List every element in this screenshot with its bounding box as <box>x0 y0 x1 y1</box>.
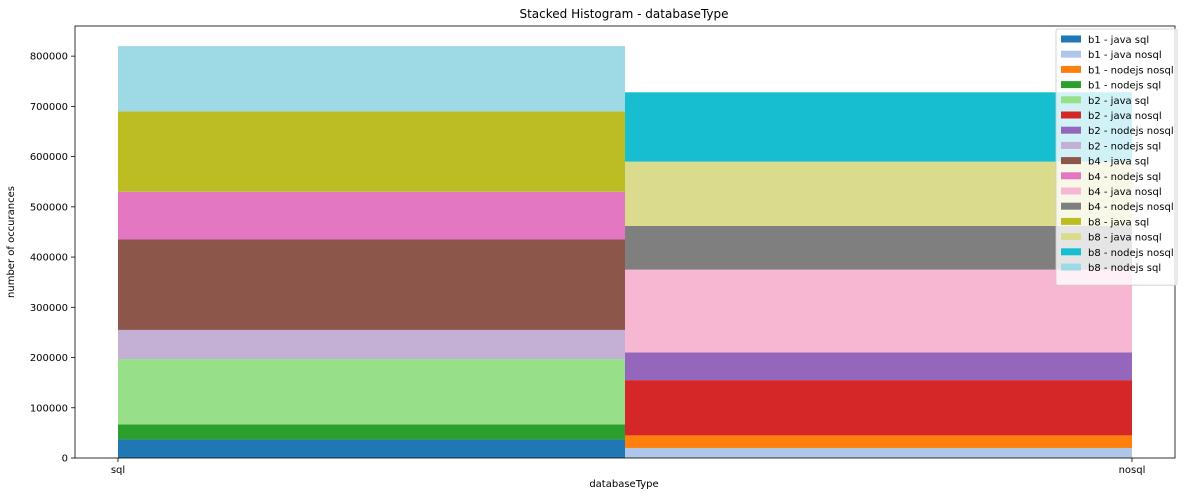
bar-nosql-series-2 <box>625 435 1132 448</box>
bar-sql-series-15 <box>118 46 625 112</box>
bar-nosql-series-5 <box>625 380 1132 436</box>
legend-entry-label: b8 - nodejs sql <box>1088 263 1161 274</box>
y-tick-label: 800000 <box>30 52 68 63</box>
legend-entry-label: b4 - nodejs nosql <box>1088 202 1174 213</box>
legend-swatch <box>1061 81 1081 89</box>
legend-swatch <box>1061 172 1081 180</box>
legend-entry-label: b1 - nodejs sql <box>1088 81 1161 92</box>
legend-entry-label: b8 - java nosql <box>1088 233 1162 244</box>
legend-entry-label: b8 - nodejs nosql <box>1088 248 1174 259</box>
legend-entry-label: b2 - nodejs nosql <box>1088 126 1174 137</box>
legend-swatch <box>1061 65 1081 73</box>
legend-entry-label: b4 - nodejs sql <box>1088 172 1161 183</box>
y-tick-label: 100000 <box>30 403 68 414</box>
bar-sql-series-8 <box>118 239 625 330</box>
legend-entry-label: b1 - java nosql <box>1088 50 1162 61</box>
x-tick-label-sql: sql <box>111 465 125 476</box>
y-tick-label: 600000 <box>30 152 68 163</box>
legend-entry-label: b2 - java sql <box>1088 96 1149 107</box>
bar-nosql-series-10 <box>625 269 1132 353</box>
legend-swatch <box>1061 157 1081 165</box>
bar-nosql-series-6 <box>625 352 1132 381</box>
bar-sql-series-12 <box>118 111 625 192</box>
y-axis-label: number of occurances <box>6 186 17 298</box>
y-tick-label: 300000 <box>30 303 68 314</box>
y-tick-label: 400000 <box>30 253 68 264</box>
legend-swatch <box>1061 187 1081 195</box>
legend-swatch <box>1061 217 1081 225</box>
bar-nosql-series-13 <box>625 161 1132 226</box>
legend-swatch <box>1061 126 1081 134</box>
legend-swatch <box>1061 233 1081 241</box>
x-axis-label: databaseType <box>589 479 658 490</box>
x-axis: sql nosql <box>111 458 1146 476</box>
y-axis: 0 100000 200000 300000 400000 500000 600000 700… <box>30 52 75 465</box>
bar-sql-series-3 <box>118 424 625 440</box>
legend-box <box>1055 28 1178 286</box>
legend-swatch <box>1061 248 1081 256</box>
bar-nosql-series-11 <box>625 225 1132 270</box>
legend-swatch <box>1061 35 1081 43</box>
chart-title: Stacked Histogram - databaseType <box>519 7 728 21</box>
legend-swatch <box>1061 141 1081 149</box>
y-tick-label: 700000 <box>30 102 68 113</box>
legend-swatch <box>1061 202 1081 210</box>
legend-entry-label: b4 - java sql <box>1088 157 1149 168</box>
bars-layer <box>118 46 1132 458</box>
legend-swatch <box>1061 111 1081 119</box>
bar-nosql-series-1 <box>625 447 1132 458</box>
legend-entry-label: b4 - java nosql <box>1088 187 1162 198</box>
legend-entry-label: b2 - java nosql <box>1088 111 1162 122</box>
bar-sql-series-0 <box>118 439 625 458</box>
y-tick-label: 500000 <box>30 202 68 213</box>
y-tick-label: 200000 <box>30 353 68 364</box>
legend-swatch <box>1061 50 1081 58</box>
legend: b1 - java sql b1 - java nosql b1 - nodejs … <box>1055 28 1178 286</box>
bar-sql-series-4 <box>118 359 625 425</box>
x-tick-label-nosql: nosql <box>1119 465 1146 476</box>
legend-swatch <box>1061 96 1081 104</box>
bar-sql-series-7 <box>118 329 625 360</box>
legend-entry-label: b1 - java sql <box>1088 35 1149 46</box>
legend-entry-label: b2 - nodejs sql <box>1088 141 1161 152</box>
bar-nosql-series-14 <box>625 92 1132 162</box>
legend-entry-label: b8 - java sql <box>1088 217 1149 228</box>
bar-sql-series-9 <box>118 191 625 240</box>
y-tick-label: 0 <box>62 454 68 465</box>
legend-swatch <box>1061 263 1081 271</box>
legend-entry-label: b1 - nodejs nosql <box>1088 65 1174 76</box>
